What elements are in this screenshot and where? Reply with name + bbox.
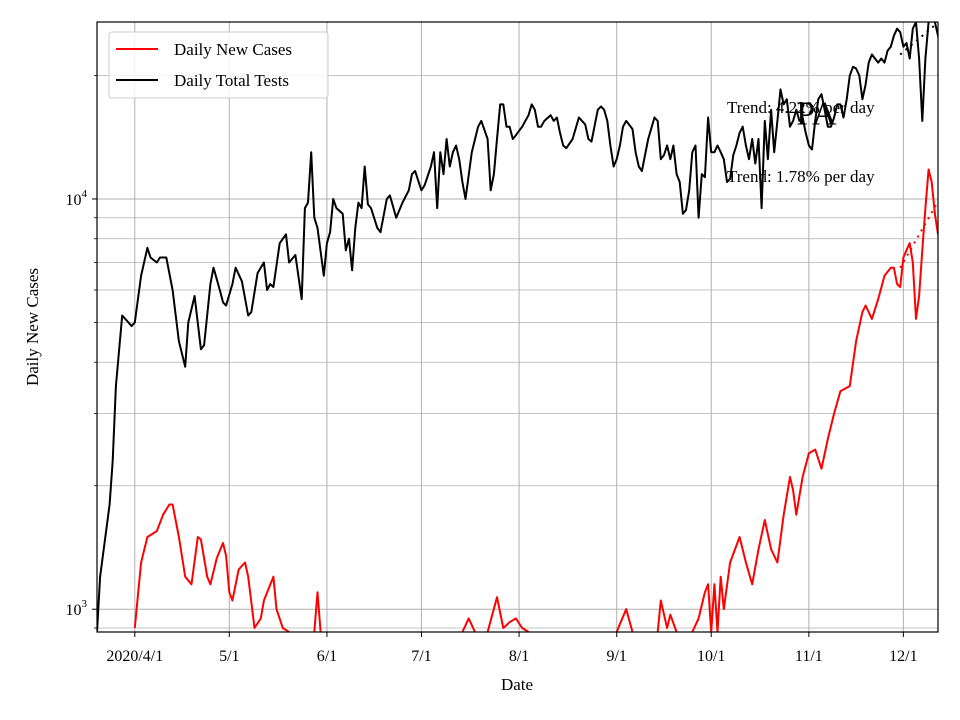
series-line-7 bbox=[97, 22, 938, 632]
series-layer bbox=[97, 22, 938, 632]
y-axis: 103 104 bbox=[66, 75, 97, 629]
x-tick-label-5: 9/1 bbox=[606, 648, 626, 665]
series-line-6 bbox=[691, 168, 938, 632]
x-tick-label-0: 2020/4/1 bbox=[106, 648, 163, 665]
legend-label-daily-total-tests: Daily Total Tests bbox=[174, 71, 289, 90]
x-tick-label-1: 5/1 bbox=[219, 648, 239, 665]
trend-annotation-1: Trend: 1.78% per day bbox=[727, 167, 875, 186]
series-line-3 bbox=[486, 596, 530, 632]
y-axis-label: Daily New Cases bbox=[23, 268, 42, 386]
x-tick-label-3: 7/1 bbox=[411, 648, 431, 665]
annotations: Trend: 4.22% per day Trend: 1.78% per day… bbox=[727, 95, 875, 186]
x-tick-label-6: 10/1 bbox=[697, 648, 725, 665]
series-line-2 bbox=[461, 617, 476, 632]
y-tick-label-0: 103 bbox=[66, 598, 88, 619]
series-line-1 bbox=[313, 591, 322, 632]
series-line-0 bbox=[133, 503, 290, 632]
x-tick-label-8: 12/1 bbox=[889, 648, 917, 665]
x-tick-label-2: 6/1 bbox=[317, 648, 337, 665]
grid-lines bbox=[97, 22, 938, 632]
trend-line-0 bbox=[899, 22, 938, 56]
legend-label-daily-new-cases: Daily New Cases bbox=[174, 40, 292, 59]
plot-frame bbox=[96, 21, 939, 633]
series-line-4 bbox=[615, 608, 634, 632]
x-axis-label: Date bbox=[501, 675, 533, 694]
trend-annotation-0: Trend: 4.22% per day bbox=[727, 98, 875, 117]
x-axis: 2020/4/1 5/1 6/1 7/1 8/1 9/1 10/1 11/1 12/1 bbox=[106, 632, 918, 665]
series-line-5 bbox=[656, 599, 678, 632]
legend: Daily New Cases Daily Total Tests bbox=[108, 31, 329, 99]
y-tick-label-1: 104 bbox=[66, 188, 88, 209]
legend-box bbox=[108, 31, 329, 99]
trend-layer bbox=[899, 22, 938, 269]
x-tick-label-7: 11/1 bbox=[795, 648, 823, 665]
watermark-text: PA bbox=[796, 95, 837, 132]
x-tick-label-4: 8/1 bbox=[509, 648, 529, 665]
